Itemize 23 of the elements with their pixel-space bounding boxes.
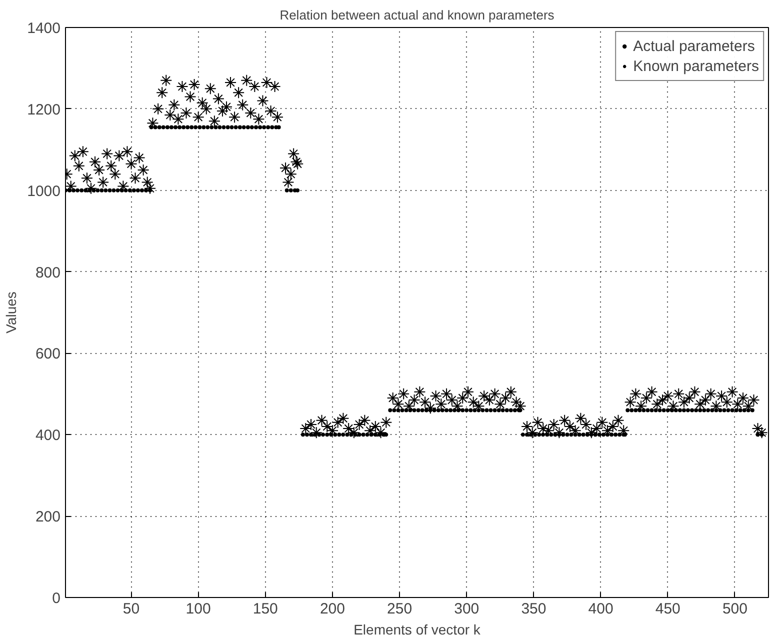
x-tick-label: 450 <box>655 600 680 618</box>
y-tick-label: 0 <box>52 590 60 607</box>
x-tick-label: 100 <box>186 600 211 618</box>
legend-label: Actual parameters <box>633 36 755 56</box>
x-tick-label: 500 <box>722 600 748 618</box>
x-tick-label: 250 <box>387 600 412 618</box>
legend-label: Known parameters <box>633 56 759 76</box>
x-tick-label: 150 <box>252 600 278 618</box>
x-tick-label: 50 <box>122 600 140 618</box>
y-tick-label: 1400 <box>27 20 61 37</box>
y-tick-label: 600 <box>35 346 61 363</box>
x-axis-title: Elements of vector k <box>354 622 482 638</box>
x-tick-label: 400 <box>588 600 614 618</box>
y-tick-label: 200 <box>35 508 61 526</box>
x-tick-label: 300 <box>454 600 480 618</box>
x-tick-label: 200 <box>320 600 345 618</box>
y-tick-label: 800 <box>35 264 61 282</box>
y-tick-label: 1000 <box>27 182 61 200</box>
y-tick-label: 400 <box>35 427 61 444</box>
chart-title: Relation between actual and known parameters <box>280 8 555 22</box>
y-axis-title: Values <box>3 292 20 334</box>
y-tick-label: 1200 <box>27 101 61 118</box>
x-tick-label: 350 <box>521 600 546 618</box>
